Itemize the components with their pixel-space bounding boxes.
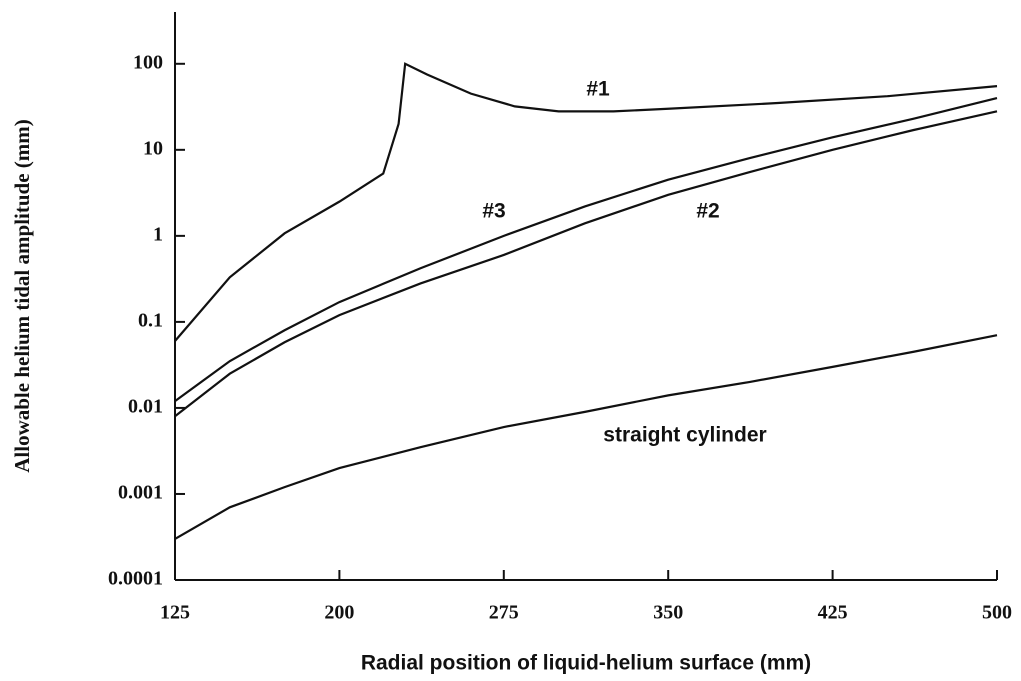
series-line <box>174 334 998 540</box>
x-tick-label: 350 <box>653 602 683 624</box>
y-axis-label: Allowable helium tidal amplitude (mm) <box>10 119 34 473</box>
y-tick-label: 0.001 <box>118 482 163 504</box>
series-label: straight cylinder <box>603 424 766 447</box>
y-tick-label: 10 <box>143 137 163 159</box>
series-line <box>174 96 998 403</box>
x-tick-label: 500 <box>982 602 1012 624</box>
x-tick-label: 125 <box>160 602 190 624</box>
series-label: #3 <box>482 200 505 223</box>
x-tick-label: 200 <box>324 602 354 624</box>
series-line <box>174 110 998 418</box>
x-tick-label: 275 <box>489 602 519 624</box>
series-label: #1 <box>586 78 610 101</box>
x-tick-label: 425 <box>818 602 848 624</box>
series-line <box>174 62 998 342</box>
y-tick-label: 0.1 <box>138 309 163 331</box>
y-tick-label: 100 <box>133 51 163 73</box>
y-tick-label: 0.0001 <box>108 568 163 590</box>
series-label: #2 <box>696 200 719 223</box>
y-tick-label: 1 <box>153 223 163 245</box>
x-axis-label: Radial position of liquid-helium surface… <box>361 652 811 675</box>
y-tick-label: 0.01 <box>128 396 163 418</box>
